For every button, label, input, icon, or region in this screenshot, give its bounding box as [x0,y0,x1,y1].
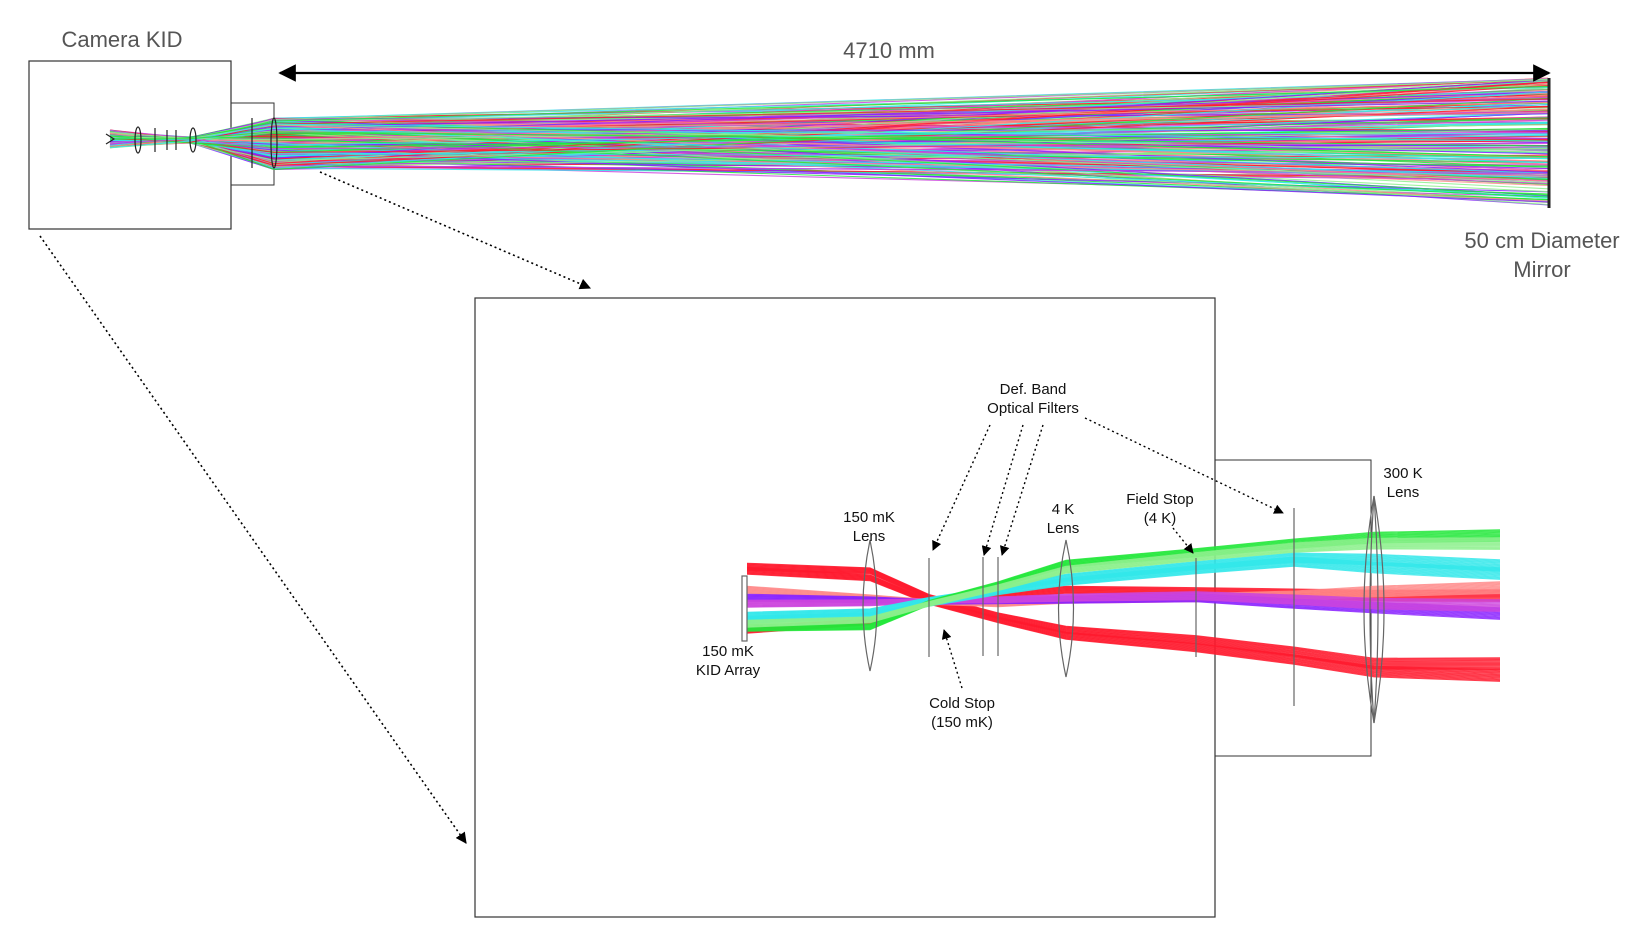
field-stop-label-line2: (4 K) [1144,510,1177,527]
overview-ray [109,131,1549,147]
detail-ray [746,573,1501,682]
zoom-line-lower [39,235,467,844]
kid-array [741,575,748,642]
lens-4k-label-line2: Lens [1047,520,1080,537]
overview-ray-fan [109,77,1549,206]
def-band-pointer-1 [932,424,991,551]
lens-150mk [862,539,878,672]
camera-lens-glyphs [105,117,278,169]
mirror-label-line2: Mirror [1513,257,1570,282]
cold-stop-label-line1: Cold Stop [929,695,995,712]
detail-frame [474,297,1216,918]
def-band-pointer-3 [999,424,1044,556]
lens-150mk-label-line1: 150 mK [843,509,895,526]
overview-panel: Camera KID 4710 mm 50 cm Diameter Mirror [28,27,1620,282]
lens-4k [1057,539,1075,678]
zoom-line-upper [319,171,592,290]
detail-ray-bundles [746,529,1501,682]
overview-ray [109,121,1549,158]
lens-4k-label-line1: 4 K [1052,501,1075,518]
distance-label: 4710 mm [843,38,935,63]
detail-ray [746,548,1501,628]
lens-300k-label-line1: 300 K [1383,465,1422,482]
detail-panel: Def. Band Optical Filters 300 K Lens Fie… [474,297,1501,918]
cold-stop-label-line2: (150 mK) [931,714,993,731]
def-band-pointer-4 [1084,417,1284,514]
def-band-label-line2: Optical Filters [987,400,1079,417]
lens-150mk-label-line2: Lens [853,528,886,545]
lens-300k-label-line2: Lens [1387,484,1420,501]
def-band-pointer-2 [981,424,1024,556]
kid-array-label-line2: KID Array [696,662,761,679]
kid-array-label-line1: 150 mK [702,643,754,660]
camera-kid-label: Camera KID [61,27,182,52]
field-stop-pointer [1172,527,1194,554]
field-stop-label-line1: Field Stop [1126,491,1194,508]
def-band-label-line1: Def. Band [1000,381,1067,398]
mirror-label-line1: 50 cm Diameter [1464,228,1619,253]
lens-300k-inner [1369,495,1379,724]
cold-stop-pointer [941,629,963,689]
overview-ray [109,138,1549,150]
